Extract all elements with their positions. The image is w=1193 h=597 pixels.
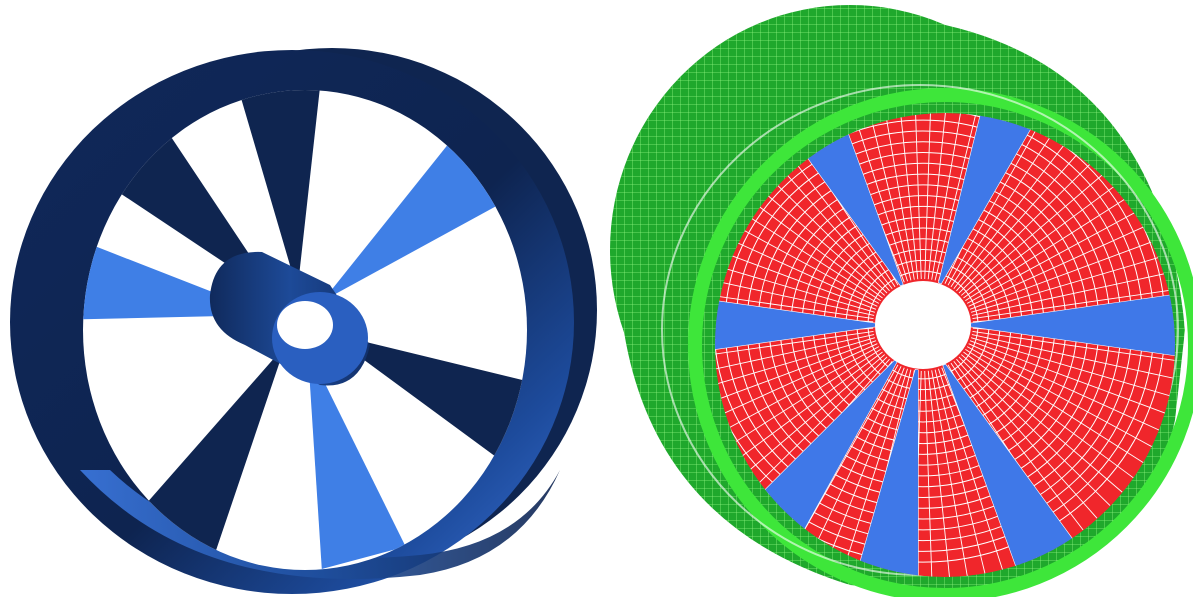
mesh-spoke bbox=[970, 337, 1174, 398]
mesh-spoke bbox=[924, 113, 933, 280]
mesh-spoke bbox=[963, 171, 1134, 299]
mesh-spoke bbox=[953, 360, 1084, 531]
mesh-spoke bbox=[969, 235, 1168, 310]
mesh-spoke bbox=[968, 343, 1161, 432]
mesh-spoke bbox=[895, 113, 919, 280]
hub bbox=[209, 251, 370, 386]
mesh-spoke bbox=[958, 356, 1111, 506]
mesh-spoke bbox=[913, 113, 922, 280]
mesh-spoke bbox=[970, 252, 1174, 313]
mesh-blade bbox=[854, 368, 919, 577]
mesh-hub-hole bbox=[875, 281, 971, 369]
mesh-spoke bbox=[927, 370, 951, 577]
mesh-fan-render bbox=[610, 5, 1193, 597]
mesh-spoke bbox=[965, 186, 1144, 302]
mesh-spoke bbox=[927, 113, 951, 280]
mesh-spoke bbox=[934, 113, 987, 281]
mesh-spoke bbox=[808, 366, 902, 559]
mesh-spoke bbox=[958, 144, 1111, 294]
solid-blade bbox=[83, 234, 262, 320]
mesh-spoke bbox=[972, 288, 1175, 320]
solid-blade bbox=[329, 128, 517, 296]
mesh-spoke bbox=[931, 370, 969, 577]
mesh-spoke bbox=[965, 348, 1144, 464]
mesh-spoke bbox=[825, 367, 905, 567]
mesh-spoke bbox=[968, 218, 1161, 307]
mesh-spoke bbox=[961, 354, 1123, 493]
solid-blade bbox=[335, 334, 527, 464]
mesh-spoke bbox=[715, 340, 877, 415]
mesh-spoke bbox=[842, 368, 908, 573]
mesh-spoke bbox=[715, 252, 876, 313]
mesh-spoke bbox=[735, 356, 888, 506]
mesh-spoke bbox=[715, 337, 876, 398]
solid-blade bbox=[139, 353, 282, 555]
mesh-spoke bbox=[934, 369, 987, 577]
solid-model-panel bbox=[10, 48, 597, 594]
mesh-spoke bbox=[971, 270, 1175, 316]
hub-bore bbox=[277, 301, 333, 349]
mesh-spoke bbox=[956, 358, 1098, 519]
solid-blade bbox=[235, 90, 322, 281]
mesh-spoke bbox=[956, 131, 1098, 292]
duct-band-lower bbox=[80, 470, 560, 580]
mesh-spoke bbox=[715, 330, 874, 362]
mesh-spoke bbox=[950, 113, 1069, 288]
mesh-spoke bbox=[963, 351, 1134, 479]
mesh-spoke bbox=[938, 368, 1004, 573]
mesh-spoke bbox=[792, 364, 899, 551]
mesh-spoke bbox=[715, 288, 874, 320]
mesh-spoke bbox=[924, 370, 933, 577]
solid-blade bbox=[308, 358, 406, 570]
mesh-spoke bbox=[966, 202, 1153, 304]
mesh-spoke bbox=[877, 113, 915, 280]
mesh-spoke bbox=[859, 113, 912, 281]
mesh-spoke bbox=[972, 330, 1175, 362]
mesh-spoke bbox=[966, 346, 1153, 448]
mesh-spoke bbox=[715, 270, 875, 316]
mesh-spoke bbox=[971, 334, 1175, 380]
mesh-spoke bbox=[931, 113, 969, 280]
mesh-spoke bbox=[969, 340, 1168, 415]
mesh-spoke bbox=[961, 157, 1123, 296]
mesh-spoke bbox=[715, 235, 877, 310]
solid-fan-render bbox=[10, 48, 597, 594]
mesh-model-panel bbox=[600, 0, 1193, 597]
mesh-spoke bbox=[715, 334, 875, 380]
mesh-spoke bbox=[842, 113, 908, 282]
mesh-duct-front-rim bbox=[688, 88, 1193, 597]
mesh-spoke bbox=[953, 119, 1084, 290]
